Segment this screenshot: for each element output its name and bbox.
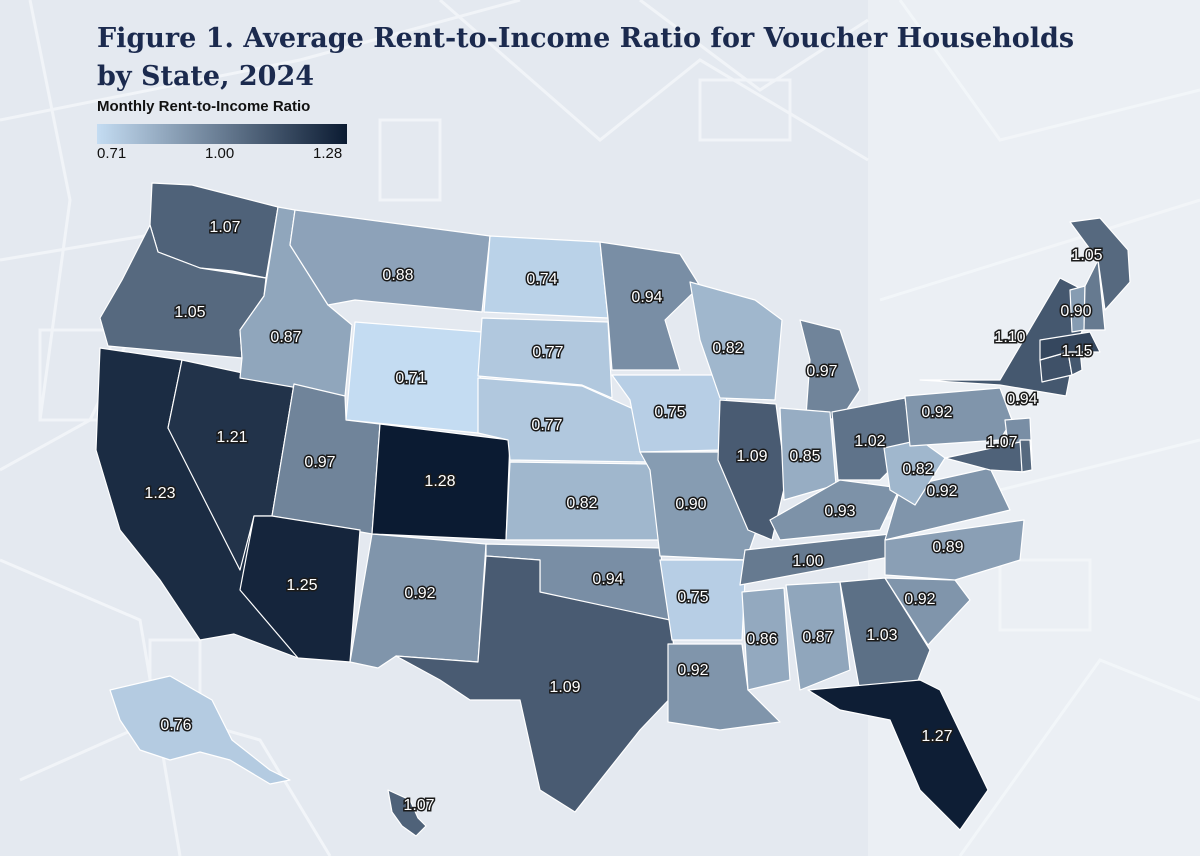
- value-label-id: 0.87: [270, 329, 301, 346]
- value-label-pa: 0.92: [921, 404, 952, 421]
- value-label-in: 0.85: [789, 448, 820, 465]
- value-label-ne: 0.77: [531, 417, 562, 434]
- value-label-il: 1.09: [736, 448, 767, 465]
- legend-title: Monthly Rent-to-Income Ratio: [97, 98, 311, 115]
- state-nh: [1083, 259, 1106, 331]
- value-label-ms: 0.86: [746, 631, 777, 648]
- state-sd: [477, 317, 613, 399]
- value-label-or: 1.05: [174, 304, 205, 321]
- state-wi: [689, 281, 783, 401]
- value-label-ok: 0.94: [592, 571, 623, 588]
- value-label-ut: 0.97: [304, 454, 335, 471]
- value-label-wy: 0.71: [395, 370, 426, 387]
- state-al: [785, 581, 851, 691]
- value-label-nm: 0.92: [404, 585, 435, 602]
- state-tx: [395, 555, 681, 813]
- legend-tick-min: 0.71: [97, 145, 127, 162]
- state-fl: [807, 679, 989, 831]
- value-label-ia: 0.75: [654, 404, 685, 421]
- value-label-tx: 1.09: [549, 679, 580, 696]
- value-label-la: 0.92: [677, 662, 708, 679]
- state-ne: [477, 377, 651, 463]
- state-mn: [599, 241, 701, 371]
- legend-tick-max: 1.28: [313, 145, 343, 162]
- state-me: [1069, 217, 1131, 311]
- value-label-ca: 1.23: [144, 485, 175, 502]
- value-label-nd: 0.74: [526, 271, 557, 288]
- value-label-ga: 1.03: [866, 627, 897, 644]
- state-nc: [884, 519, 1025, 581]
- value-label-ks: 0.82: [566, 495, 597, 512]
- value-label-sc: 0.92: [904, 591, 935, 608]
- value-label-ak: 0.76: [160, 717, 191, 734]
- state-ga: [839, 577, 931, 693]
- value-label-hi: 1.07: [403, 797, 434, 814]
- value-label-vt: 0.90: [1060, 303, 1091, 320]
- legend-tick-mid: 1.00: [205, 145, 235, 162]
- state-ar: [659, 559, 747, 641]
- value-label-mn: 0.94: [631, 289, 662, 306]
- page-title: Figure 1. Average Rent-to-Income Ratio f…: [97, 23, 1075, 92]
- value-label-nj: 0.94: [1006, 391, 1037, 408]
- value-label-va: 0.92: [926, 483, 957, 500]
- state-ma: [1039, 331, 1101, 361]
- state-ky: [769, 479, 901, 541]
- value-label-oh: 1.02: [854, 433, 885, 450]
- value-label-al: 0.87: [802, 629, 833, 646]
- value-label-tn: 1.00: [792, 553, 823, 570]
- value-label-wv: 0.82: [902, 461, 933, 478]
- value-label-sd: 0.77: [532, 344, 563, 361]
- value-label-mt: 0.88: [382, 267, 413, 284]
- state-az: [239, 515, 361, 663]
- state-ms: [741, 587, 791, 691]
- value-label-fl: 1.27: [921, 728, 952, 745]
- value-label-co: 1.28: [424, 473, 455, 490]
- state-de: [1019, 439, 1033, 473]
- state-il: [717, 399, 787, 541]
- value-label-mo: 0.90: [675, 496, 706, 513]
- state-ak: [109, 675, 291, 785]
- state-sc: [884, 577, 971, 646]
- value-label-mi: 0.97: [806, 363, 837, 380]
- value-label-ma: 1.15: [1061, 343, 1092, 360]
- value-label-wi: 0.82: [712, 340, 743, 357]
- value-label-md: 1.07: [986, 434, 1017, 451]
- value-label-az: 1.25: [286, 577, 317, 594]
- legend-color-bar: [97, 124, 347, 144]
- state-la: [667, 643, 781, 731]
- value-label-ar: 0.75: [677, 589, 708, 606]
- value-label-nv: 1.21: [216, 429, 247, 446]
- value-label-ky: 0.93: [824, 503, 855, 520]
- value-label-me: 1.05: [1071, 247, 1102, 264]
- value-label-ny: 1.10: [994, 329, 1025, 346]
- value-label-wa: 1.07: [209, 219, 240, 236]
- state-hi: [387, 789, 427, 837]
- value-label-nc: 0.89: [932, 539, 963, 556]
